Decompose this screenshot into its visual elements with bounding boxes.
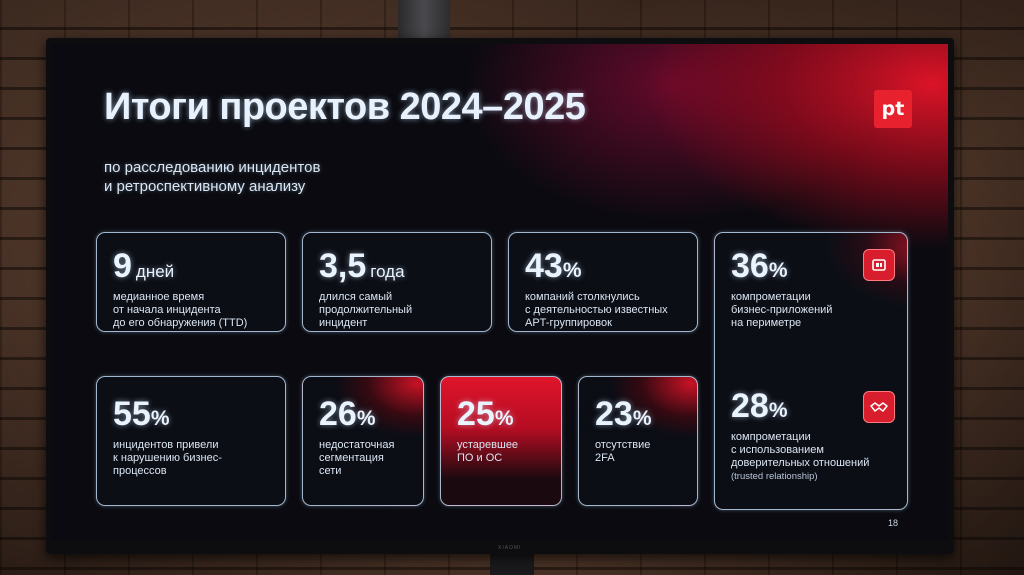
stat-description: недостаточная сегментация сети [319, 439, 395, 477]
pt-logo: pt [874, 90, 912, 128]
stat-value: 23% [595, 395, 652, 433]
page-number: 18 [887, 518, 898, 528]
stat-description: инцидентов привели к нарушению бизнес-про… [113, 439, 222, 477]
stat-value: 25% [457, 395, 514, 433]
stat-description: компрометации бизнес-приложений на перимет… [731, 291, 833, 329]
application-icon [863, 249, 895, 281]
television: Итоги проектов 2024–2025 по расследовани… [46, 38, 954, 554]
stat-card-business-impact: 55% инцидентов привели к нарушению бизнес… [96, 376, 286, 506]
subtitle-line: и ретроспективному анализу [104, 178, 306, 195]
stat-card-compromise: 36% компрометации бизнес-приложений на пер… [714, 232, 908, 510]
stat-card-duration: 3,5 года длился самый продолжительный инцид… [302, 232, 492, 332]
stat-value: 55% [113, 395, 170, 433]
stat-card-segmentation: 26% недостаточная сегментация сети [302, 376, 424, 506]
stat-description: отсутствие 2FA [595, 439, 651, 464]
stat-card-ttd: 9 дней медианное время от начала инцидента… [96, 232, 286, 332]
stat-value: 3,5 года [319, 247, 405, 285]
tv-brand-label: XIAOMI [498, 545, 522, 551]
stat-value: 9 дней [113, 247, 175, 285]
slide-title: Итоги проектов 2024–2025 [104, 86, 586, 128]
stat-card-outdated-software: 25% устаревшее ПО и ОС [440, 376, 562, 506]
presentation-slide: Итоги проектов 2024–2025 по расследовани… [52, 44, 948, 540]
stat-description: медианное время от начала инцидента до его… [113, 291, 248, 329]
stat-description: длился самый продолжительный инцидент [319, 291, 413, 329]
metal-post [398, 0, 450, 44]
stat-value: 36% [731, 247, 788, 285]
handshake-icon [863, 391, 895, 423]
stat-value: 26% [319, 395, 376, 433]
stat-description: компрометации с использованием доверительн… [731, 431, 870, 482]
subtitle-line: по расследованию инцидентов [104, 159, 321, 176]
stat-value: 43% [525, 247, 582, 285]
stat-value: 28% [731, 387, 788, 425]
slide-subtitle: по расследованию инцидентов и ретроспект… [104, 158, 444, 196]
stat-card-apt: 43% компаний столкнулись с деятельностью … [508, 232, 698, 332]
tv-stand [490, 552, 534, 575]
stat-description: устаревшее ПО и ОС [457, 439, 519, 464]
stat-card-no-2fa: 23% отсутствие 2FA [578, 376, 698, 506]
stat-description: компаний столкнулись с деятельностью изве… [525, 291, 668, 329]
